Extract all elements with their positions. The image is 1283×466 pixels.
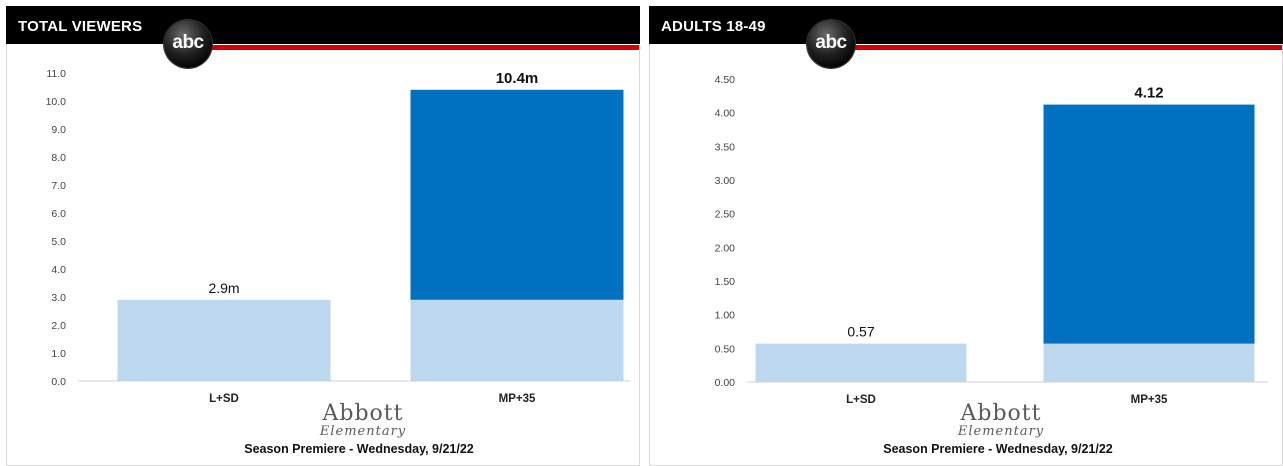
show-logo: Abbott Elementary [951, 403, 1051, 439]
bar-light-mp-35 [410, 299, 624, 381]
panel-title: TOTAL VIEWERS [18, 18, 143, 35]
footer-caption: Season Premiere - Wednesday, 9/21/22 [244, 442, 474, 456]
bar-dark-mp-35 [410, 89, 624, 300]
bar-dark-mp-35 [1043, 104, 1255, 344]
bar-light-mp-35 [1043, 343, 1255, 382]
y-tick-label: 8.0 [51, 152, 66, 164]
header-red-stripe [196, 45, 640, 50]
total-viewers-chart: 0.0 1.0 2.0 3.0 4.0 5.0 6.0 7.0 8.0 9.0 10.0 11.0 2.… [46, 68, 630, 405]
y-tick-label: 2.00 [715, 242, 736, 254]
y-tick-label: 6.0 [51, 208, 66, 220]
header-bar: TOTAL VIEWERS [6, 6, 640, 50]
category-label: MP+35 [1131, 394, 1168, 406]
y-tick-label: 3.50 [715, 141, 736, 153]
y-tick-label: 1.00 [715, 310, 736, 322]
y-tick-label: 10.0 [46, 96, 67, 108]
header-bar: ADULTS 18-49 [649, 6, 1283, 50]
show-logo-line2: Elementary [319, 424, 407, 439]
y-tick-label: 4.0 [51, 264, 66, 276]
category-label: L+SD [209, 393, 239, 405]
data-label: 0.57 [847, 324, 874, 340]
category-label: L+SD [846, 394, 876, 406]
y-tick-label: 11.0 [46, 68, 66, 80]
y-tick-label: 3.0 [51, 292, 66, 304]
footer-caption: Season Premiere - Wednesday, 9/21/22 [883, 442, 1113, 456]
y-tick-label: 4.50 [715, 74, 736, 86]
show-logo-line2: Elementary [957, 424, 1045, 439]
y-tick-label: 0.0 [51, 376, 66, 388]
total-viewers-panel: TOTAL VIEWERS abc 0.0 1.0 2.0 3.0 4.0 5.0 6.0 7… [0, 0, 640, 466]
y-tick-label: 0.00 [715, 377, 736, 389]
show-logo: Abbott Elementary [313, 403, 413, 439]
y-tick-label: 7.0 [51, 180, 66, 192]
y-tick-label: 2.0 [51, 320, 66, 332]
y-tick-label: 1.0 [51, 348, 66, 360]
bar-light-l-sd [117, 299, 331, 381]
data-label: 2.9m [208, 280, 239, 296]
data-label: 10.4m [496, 70, 539, 87]
panel-divider [640, 0, 643, 466]
y-tick-label: 0.50 [715, 343, 736, 355]
show-logo-line1: Abbott [960, 401, 1042, 426]
y-tick-label: 5.0 [51, 236, 66, 248]
adults-18-49-panel: ADULTS 18-49 abc 0.00 0.50 1.00 1.50 2.00 2.5… [643, 0, 1283, 466]
y-tick-label: 2.50 [715, 209, 736, 221]
panel-title: ADULTS 18-49 [661, 18, 766, 35]
abc-logo-icon: abc [807, 20, 855, 68]
y-tick-label: 3.00 [715, 175, 736, 187]
header-red-stripe [839, 45, 1283, 50]
category-label: MP+35 [499, 393, 536, 405]
bar-light-l-sd [755, 343, 967, 382]
show-logo-line1: Abbott [322, 401, 404, 426]
y-tick-label: 9.0 [51, 124, 66, 136]
data-label: 4.12 [1134, 85, 1163, 102]
adults-18-49-chart: 0.00 0.50 1.00 1.50 2.00 2.50 3.00 3.50 4.00 4.50… [715, 74, 1268, 406]
y-tick-label: 4.00 [715, 108, 736, 120]
y-tick-label: 1.50 [715, 276, 736, 288]
abc-logo-icon: abc [164, 20, 212, 68]
